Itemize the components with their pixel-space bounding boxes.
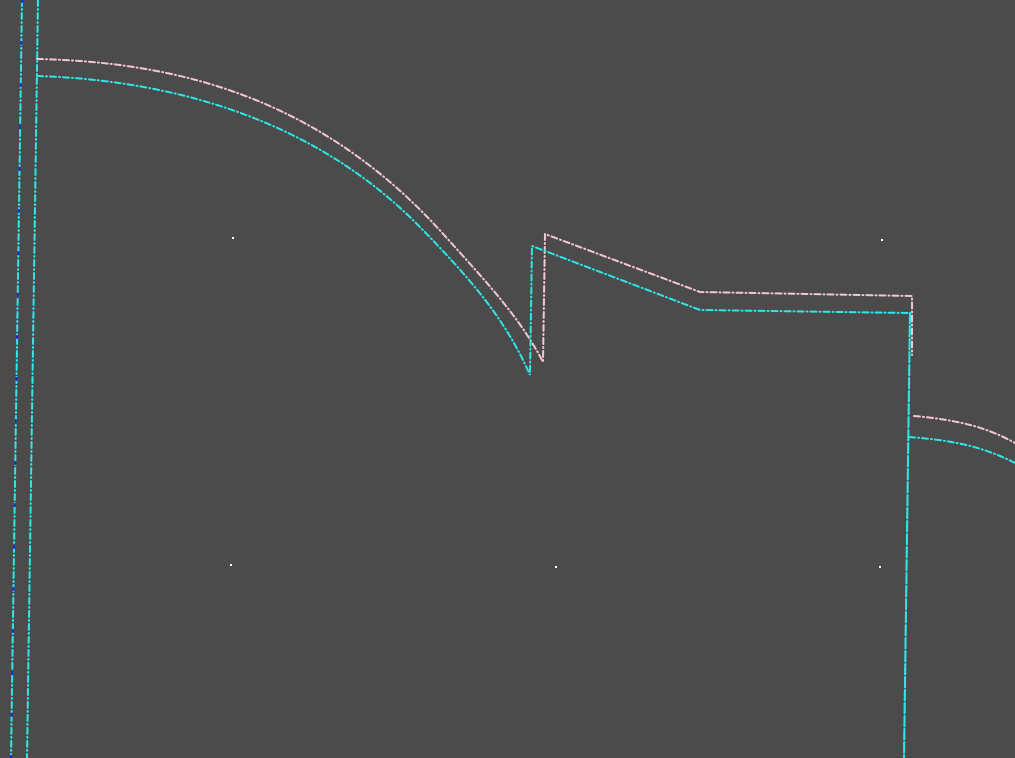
left-blue-vertical (10, 0, 23, 758)
pink-path-2 (913, 415, 1015, 444)
cyan-path-1 (36, 75, 912, 758)
cyan-path-2 (908, 436, 1015, 464)
left-cyan-vertical-2 (26, 0, 39, 758)
marker-layer (230, 237, 883, 568)
reference-dot-5 (879, 566, 881, 568)
reference-dot-2 (881, 239, 883, 241)
right-cyan-vertical (903, 312, 911, 758)
reference-dot-4 (555, 566, 557, 568)
pink-path-1 (36, 58, 913, 363)
reference-dot-3 (230, 564, 232, 566)
trace-layer (10, 0, 1015, 758)
reference-dot-1 (232, 237, 234, 239)
